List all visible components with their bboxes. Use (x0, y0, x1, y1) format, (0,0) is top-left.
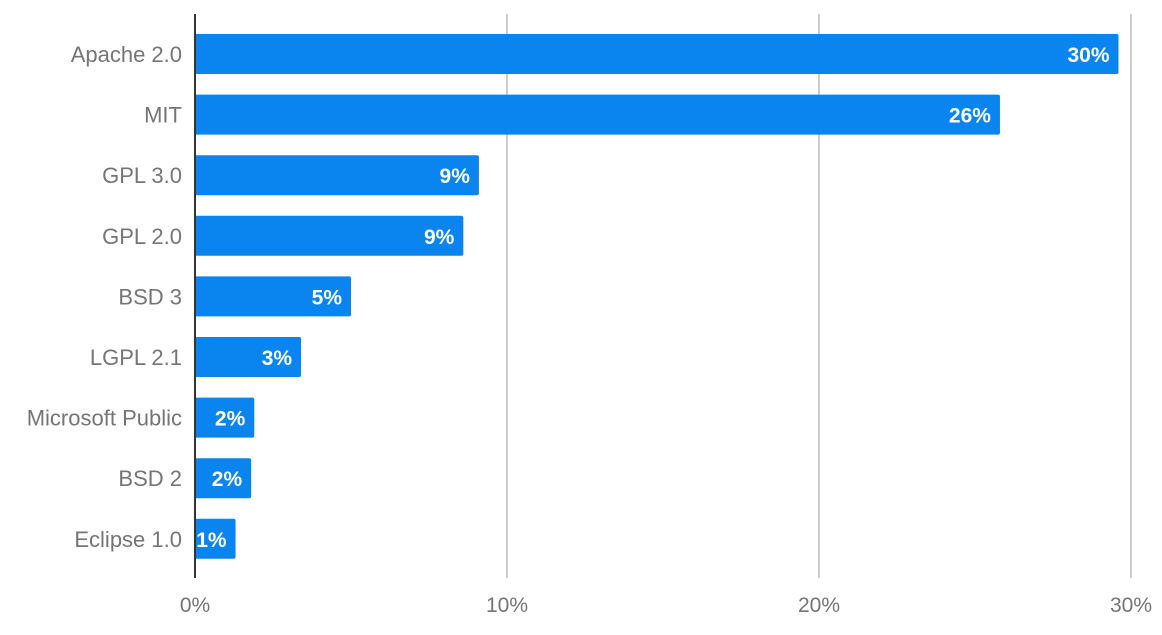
data-label: 3% (262, 347, 293, 370)
bar (195, 458, 252, 499)
bar (195, 276, 351, 317)
bar (195, 215, 464, 256)
x-tick-label: 0% (180, 594, 210, 617)
bar (195, 397, 255, 438)
data-label: 2% (215, 408, 246, 431)
category-label: BSD 2 (118, 466, 182, 491)
x-tick-label: 20% (798, 594, 840, 617)
bar (195, 94, 1000, 135)
labels: 0% 10% 20% 30% Apache 2.0 30% MIT 26% GPL 3.0 9% G… (27, 42, 1152, 617)
bar (195, 155, 479, 196)
category-label: MIT (144, 103, 182, 128)
x-tick-label: 30% (1110, 594, 1152, 617)
data-label: 1% (196, 529, 227, 552)
bars (195, 34, 1119, 559)
bar (195, 518, 236, 559)
bar (195, 337, 302, 377)
data-label: 30% (1067, 44, 1109, 67)
data-label: 2% (212, 468, 243, 491)
data-label: 9% (440, 165, 471, 188)
category-label: GPL 2.0 (102, 224, 182, 249)
x-tick-label: 10% (486, 594, 528, 617)
category-label: Apache 2.0 (71, 42, 182, 67)
category-label: LGPL 2.1 (90, 345, 182, 370)
category-label: Eclipse 1.0 (74, 527, 182, 552)
category-label: Microsoft Public (27, 406, 182, 431)
category-label: BSD 3 (118, 284, 182, 309)
category-label: GPL 3.0 (102, 163, 182, 188)
data-label: 5% (312, 286, 343, 309)
bar (195, 34, 1119, 74)
data-label: 9% (424, 226, 455, 249)
data-label: 26% (949, 105, 991, 128)
